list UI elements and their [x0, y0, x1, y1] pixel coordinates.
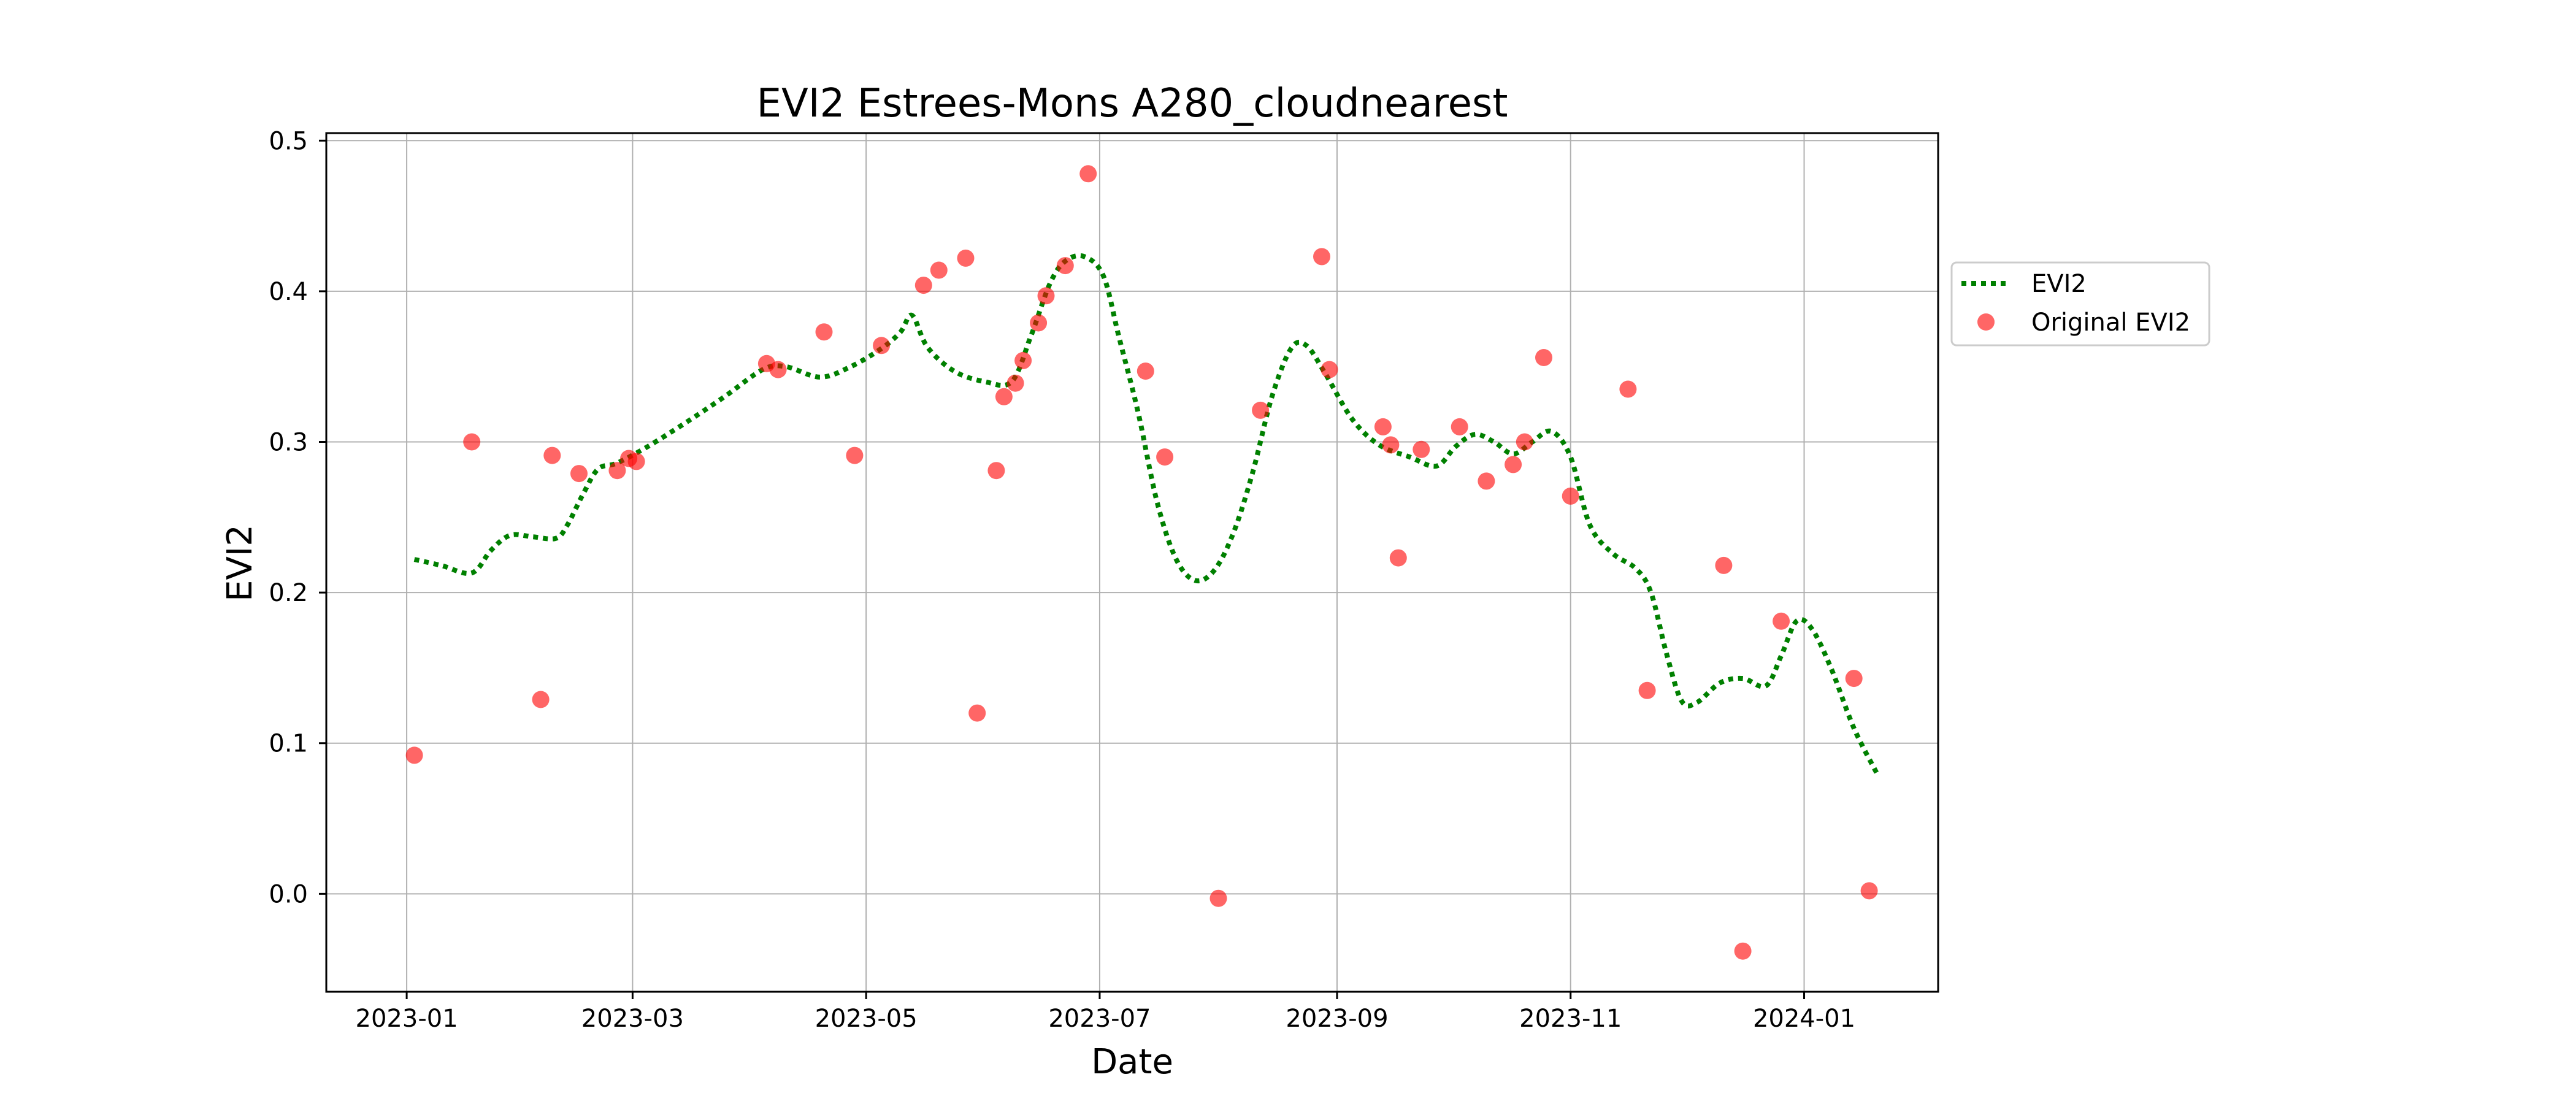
original-evi2-point	[532, 691, 550, 708]
original-evi2-point	[968, 704, 986, 722]
legend-evi2-label: EVI2	[2031, 270, 2087, 298]
original-evi2-point	[1137, 362, 1154, 380]
plot-content	[405, 165, 1879, 960]
plot-frame	[325, 132, 1939, 993]
original-evi2-point	[1014, 351, 1032, 369]
original-evi2-point	[1209, 889, 1227, 907]
axis-ticks: 2023-01 2023-03 2023-05 2023-07 2023-09 2023-…	[269, 127, 1855, 1033]
original-evi2-point	[1056, 257, 1074, 275]
original-evi2-point	[1734, 942, 1752, 960]
y-axis-label: EVI2	[220, 524, 260, 602]
original-evi2-point	[543, 447, 561, 464]
original-evi2-point	[1313, 248, 1330, 266]
original-evi2-point	[1715, 556, 1733, 574]
original-evi2-point	[1321, 361, 1338, 378]
x-tick-label: 2023-11	[1519, 1005, 1622, 1033]
original-evi2-point	[1156, 448, 1174, 466]
original-evi2-point	[1845, 670, 1863, 688]
y-tick-label: 0.3	[269, 429, 308, 457]
y-tick-label: 0.1	[269, 730, 308, 758]
original-evi2-point	[1030, 314, 1048, 332]
x-tick-label: 2024-01	[1753, 1005, 1855, 1033]
original-evi2-point	[1638, 681, 1656, 699]
original-evi2-point	[463, 433, 481, 451]
original-evi2-point	[930, 261, 948, 279]
original-evi2-point	[608, 462, 626, 480]
original-evi2-point	[405, 746, 423, 764]
original-evi2-point	[1451, 418, 1468, 435]
original-evi2-point	[769, 361, 787, 378]
original-evi2-point	[1252, 401, 1270, 419]
y-tick-label: 0.5	[269, 127, 308, 155]
original-evi2-point	[1006, 374, 1024, 392]
chart-title: EVI2 Estrees-Mons A280_cloudnearest	[757, 81, 1508, 126]
original-evi2-point	[846, 447, 864, 464]
original-evi2-point	[1037, 287, 1055, 305]
original-evi2-point	[1773, 612, 1790, 630]
original-evi2-point	[1382, 436, 1400, 454]
original-evi2-point	[1389, 549, 1407, 567]
y-tick-label: 0.0	[269, 880, 308, 908]
legend-original-marker	[1977, 313, 1995, 331]
x-tick-label: 2023-01	[356, 1005, 458, 1033]
original-evi2-point	[873, 337, 891, 355]
original-evi2-point	[1079, 165, 1097, 183]
original-evi2-point	[1562, 487, 1579, 505]
grid	[326, 133, 1938, 992]
x-tick-label: 2023-09	[1286, 1005, 1388, 1033]
original-evi2-point	[1374, 418, 1392, 435]
original-evi2-point	[1505, 456, 1522, 473]
original-evi2-point	[815, 323, 833, 341]
legend-box	[1950, 261, 2210, 347]
original-evi2-point	[1516, 433, 1533, 451]
original-evi2-point	[957, 249, 975, 267]
original-evi2-point	[1860, 882, 1878, 900]
x-tick-label: 2023-05	[815, 1005, 918, 1033]
original-evi2-point	[1478, 472, 1495, 490]
original-evi2-point	[995, 388, 1013, 405]
x-tick-label: 2023-03	[581, 1005, 684, 1033]
original-evi2-point	[570, 465, 588, 483]
original-evi2-point	[914, 277, 932, 294]
legend: EVI2 Original EVI2	[1950, 261, 2210, 347]
original-evi2-point	[1413, 440, 1430, 458]
y-tick-label: 0.4	[269, 278, 308, 306]
original-evi2-point	[627, 453, 645, 470]
legend-original-label: Original EVI2	[2031, 309, 2190, 337]
evi2-series-line	[413, 253, 1879, 775]
original-evi2-point	[1535, 349, 1552, 366]
y-tick-label: 0.2	[269, 579, 308, 607]
original-evi2-point	[987, 462, 1005, 480]
x-tick-label: 2023-07	[1048, 1005, 1151, 1033]
x-axis-label: Date	[1091, 1042, 1173, 1082]
original-evi2-point	[1619, 380, 1637, 398]
